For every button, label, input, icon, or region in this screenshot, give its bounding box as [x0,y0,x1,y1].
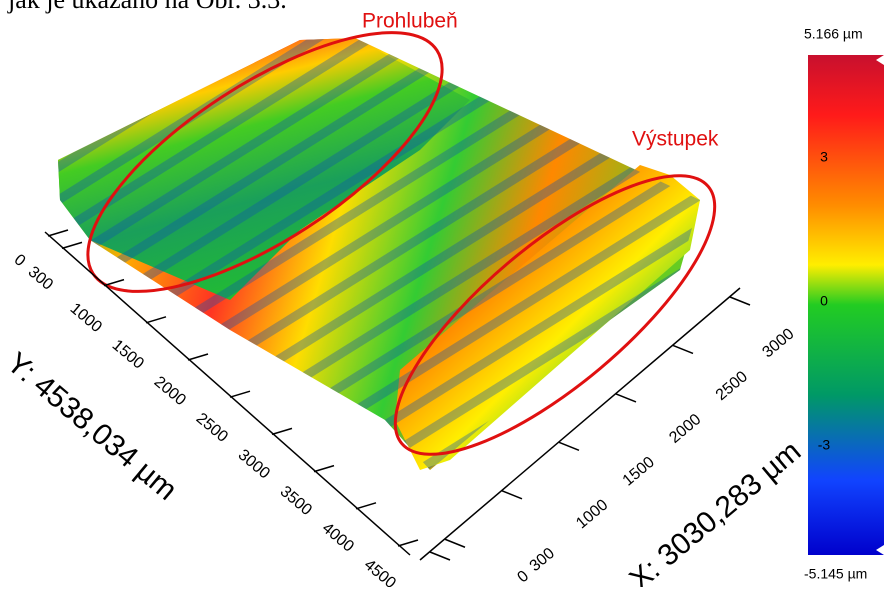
y-tick [229,390,251,398]
y-tick-label: 1500 [109,337,147,373]
y-tick [61,241,83,250]
annotation: Prohlubeň [362,10,458,33]
annotation: Výstupek [632,128,719,151]
y-tick-label: 300 [25,263,56,293]
y-tick [187,353,209,361]
colorbar-tick-label: 3 [820,149,828,165]
y-tick [103,278,125,287]
y-tick [47,229,69,237]
y-tick [355,502,377,510]
y-tick-label: 3000 [235,446,273,482]
axis-title: Y: 4538,034 µm [0,346,183,507]
y-tick-label: 2500 [193,410,231,446]
colorbar-ticks: 3 0 -3 [818,149,831,453]
y-tick-label: 4000 [319,520,357,556]
x-tick [615,393,637,403]
x-tick [429,551,451,561]
x-tick-label: 1000 [573,496,611,532]
x-tick [501,490,523,500]
x-tick-label: 0 [514,567,532,586]
y-tick [397,539,419,547]
x-tick-label: 3000 [759,325,797,361]
y-tick-label: 1000 [67,300,105,336]
y-tick-label: 2000 [151,373,189,409]
x-tick [444,538,466,548]
colorbar-marker [876,55,884,65]
header-text: jak je ukázáno na Obr. 3.3. [7,0,287,14]
x-tick-label: 2000 [666,411,704,447]
x-tick [729,296,751,306]
y-tick [313,464,335,473]
colorbar-tick-label: 0 [820,293,828,309]
x-tick-label: 1500 [620,454,658,490]
colorbar [808,55,884,555]
x-tick [672,344,694,355]
axis-title: X: 3030,283 µm [623,435,807,587]
x-tick-label: 300 [527,545,558,575]
axis-lines [44,231,741,561]
colorbar-tick-label: -3 [818,437,831,453]
x-tick [558,441,580,452]
y-tick-label: 4500 [361,556,399,587]
y-tick-label: 3500 [277,483,315,519]
colorbar-marker [876,545,884,555]
colorbar-max: 5.166 µm [804,26,863,42]
y-tick [271,427,293,436]
y-tick-label: 0 [11,251,29,270]
y-tick [145,316,167,324]
surface [58,38,700,470]
colorbar-min: -5.145 µm [804,566,867,582]
x-tick-label: 2500 [713,368,751,404]
